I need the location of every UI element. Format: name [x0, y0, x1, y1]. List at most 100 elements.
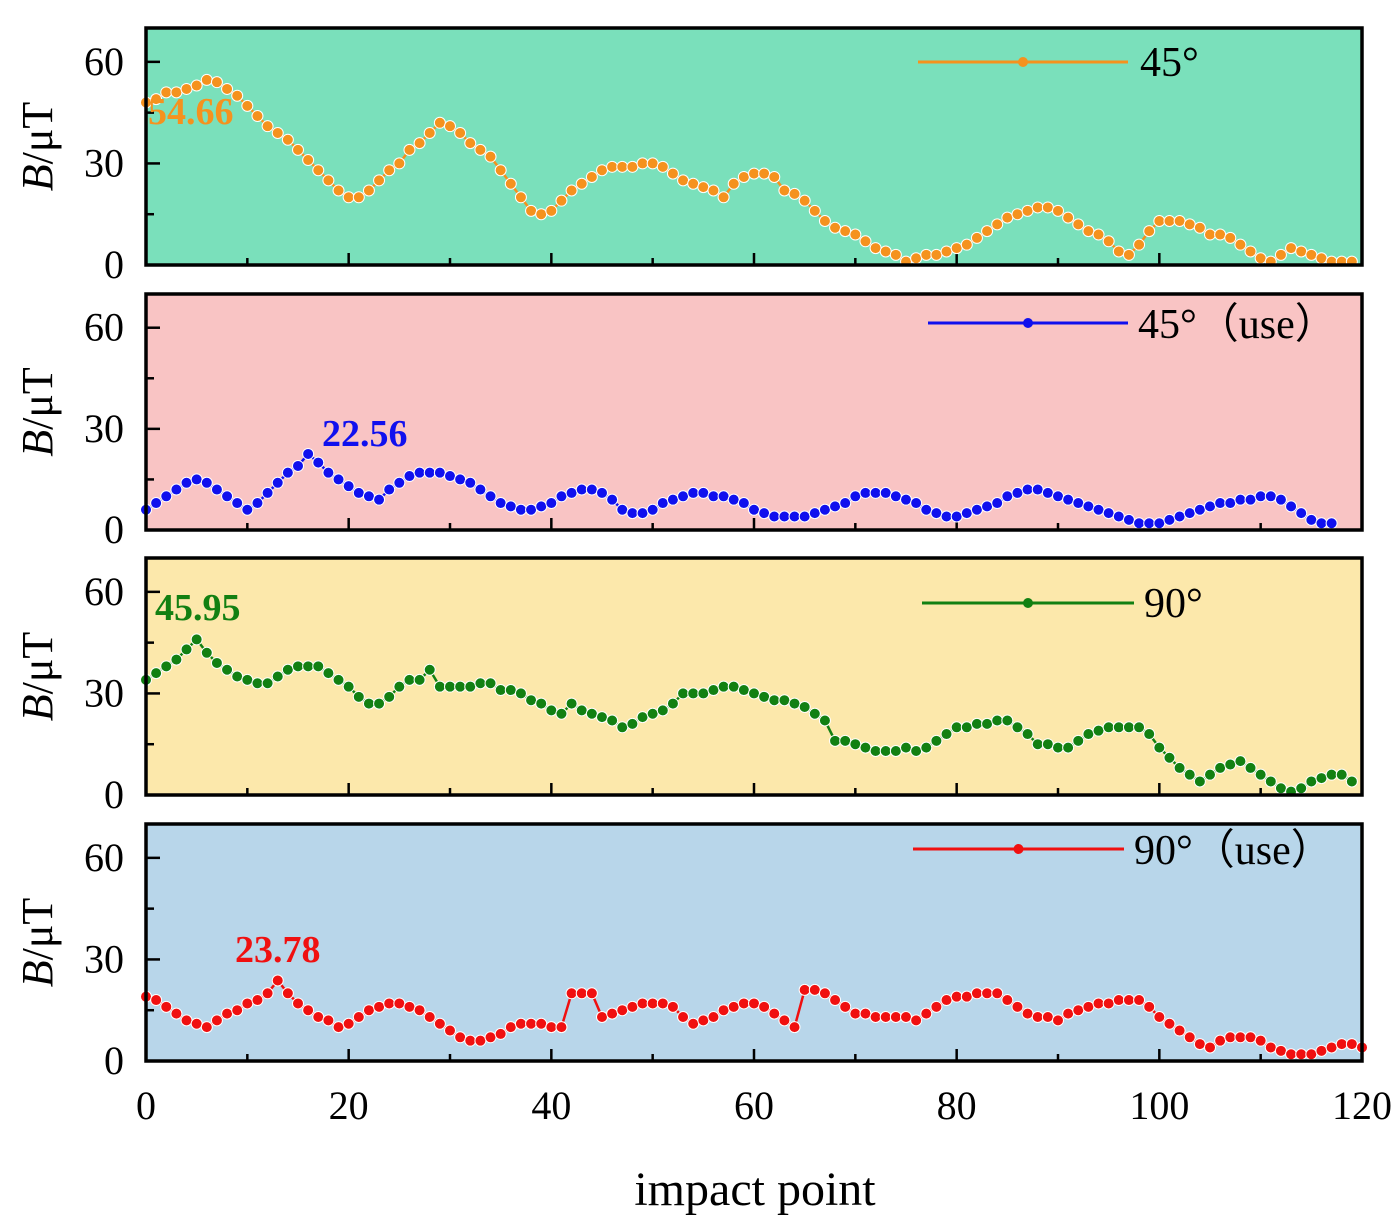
data-point — [758, 1000, 771, 1013]
data-point — [1173, 214, 1186, 227]
data-point — [1133, 517, 1146, 530]
x-tick-label: 0 — [136, 1083, 156, 1128]
data-point — [342, 1017, 355, 1030]
data-point — [1224, 497, 1237, 510]
data-point — [1011, 1000, 1024, 1013]
data-point — [869, 1010, 882, 1023]
data-point — [393, 997, 406, 1010]
data-point — [1112, 994, 1125, 1007]
data-point — [373, 1000, 386, 1013]
data-point — [1092, 503, 1105, 516]
data-point — [1224, 758, 1237, 771]
data-point — [970, 987, 983, 1000]
data-point — [1001, 211, 1014, 224]
data-point — [342, 191, 355, 204]
data-point — [565, 184, 578, 197]
data-point — [535, 208, 548, 221]
data-point — [636, 997, 649, 1010]
legend-label: 45°（use） — [1138, 302, 1337, 348]
data-point — [1204, 228, 1216, 241]
data-point — [1295, 1048, 1308, 1061]
data-point — [788, 187, 801, 200]
data-point — [1062, 741, 1075, 754]
data-point — [1021, 204, 1034, 217]
data-point — [707, 1010, 720, 1023]
data-point — [281, 987, 294, 1000]
data-point — [879, 1010, 892, 1023]
data-point — [737, 684, 750, 697]
data-point — [829, 994, 842, 1007]
data-point — [322, 667, 335, 680]
data-point — [596, 164, 608, 177]
data-point — [302, 447, 315, 460]
panel-3: 0 30 60 B/μT 90° 45.95 — [13, 556, 1364, 817]
data-point — [1285, 500, 1298, 513]
data-point — [433, 1017, 446, 1030]
panel-4: 0 30 60 B/μT 90°（use） 23.78 — [13, 822, 1368, 1083]
data-point — [190, 1017, 203, 1030]
data-point — [869, 486, 882, 499]
data-point — [768, 1007, 781, 1020]
x-tick-label: 120 — [1332, 1083, 1392, 1128]
data-point — [210, 483, 223, 496]
data-point — [514, 503, 527, 516]
data-point — [930, 507, 943, 520]
data-point — [1214, 761, 1227, 774]
data-point — [251, 110, 264, 123]
data-point — [666, 697, 679, 710]
data-point — [383, 997, 396, 1010]
data-point — [1062, 211, 1075, 224]
data-point — [514, 191, 527, 204]
data-point — [545, 704, 558, 717]
data-point — [170, 653, 183, 666]
data-point — [1315, 772, 1328, 785]
y-tick-label: 30 — [84, 670, 124, 715]
data-point — [646, 157, 659, 170]
peak-annotation: 23.78 — [235, 929, 321, 971]
data-point — [1214, 228, 1227, 241]
data-point — [444, 470, 456, 483]
data-point — [1173, 510, 1186, 523]
y-tick-label: 30 — [84, 936, 124, 981]
data-point — [1153, 1010, 1166, 1023]
data-point — [160, 490, 173, 503]
data-point — [362, 1004, 375, 1017]
data-point — [1041, 1010, 1054, 1023]
data-point — [210, 76, 223, 89]
data-point — [606, 493, 619, 506]
data-point — [1305, 513, 1318, 526]
data-point — [504, 684, 517, 697]
x-tick-labels: 0 20 40 60 80 100 120 — [136, 1083, 1392, 1128]
data-point — [758, 167, 771, 180]
data-point — [707, 184, 720, 197]
y-tick-label: 60 — [84, 569, 124, 614]
data-point — [292, 997, 304, 1010]
data-point — [788, 697, 801, 710]
data-point — [626, 507, 639, 520]
data-point — [1133, 238, 1146, 251]
data-point — [748, 167, 760, 180]
x-tick-label: 40 — [531, 1083, 571, 1128]
y-tick-label: 60 — [84, 39, 124, 84]
panel-frame — [144, 26, 1364, 267]
x-tick-label: 20 — [329, 1083, 369, 1128]
data-point — [454, 126, 467, 139]
data-point — [1112, 510, 1125, 523]
data-point — [474, 677, 487, 690]
data-point — [808, 983, 821, 996]
data-point — [433, 680, 446, 693]
data-point — [1274, 1044, 1287, 1057]
data-point — [636, 507, 649, 520]
data-point — [1082, 225, 1095, 238]
data-point — [241, 997, 254, 1010]
data-point — [1052, 741, 1064, 754]
data-point — [180, 476, 193, 489]
data-point — [251, 994, 264, 1007]
data-point — [444, 120, 456, 133]
data-point — [1193, 221, 1206, 234]
data-point — [474, 483, 487, 496]
data-point — [484, 677, 497, 690]
data-point — [271, 974, 284, 987]
data-point — [829, 221, 842, 234]
